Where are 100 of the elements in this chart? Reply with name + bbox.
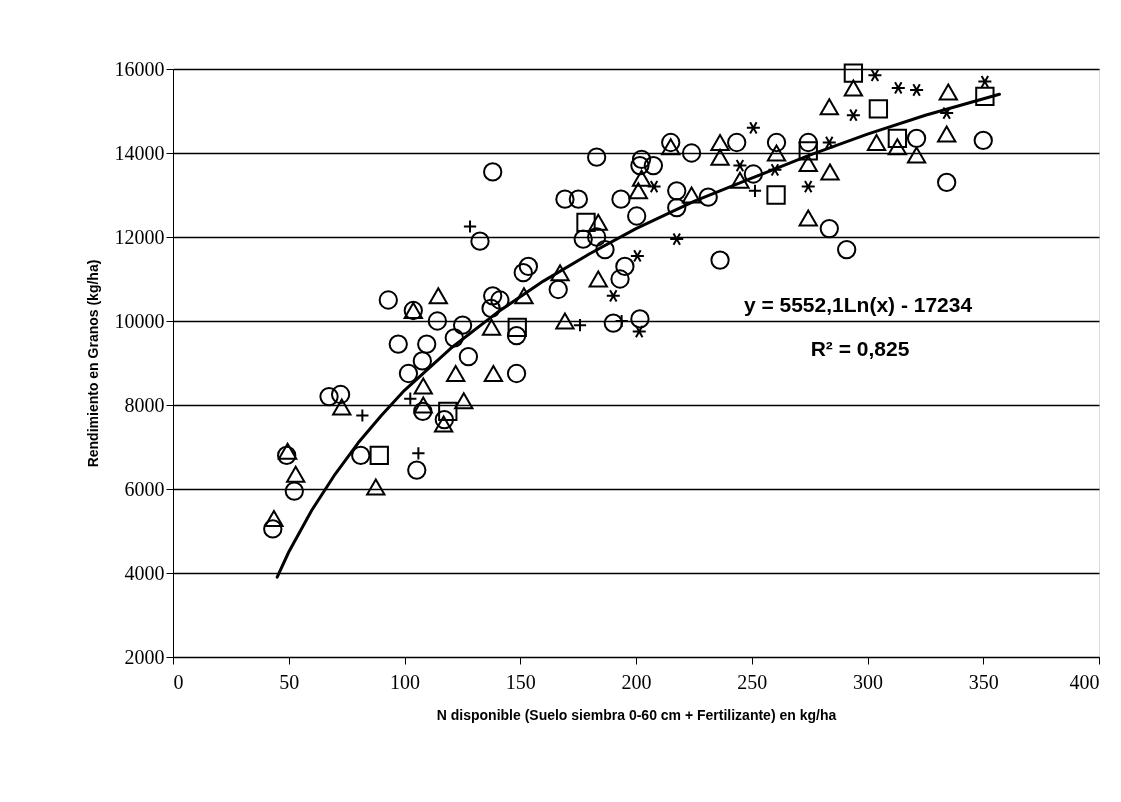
point	[661, 132, 681, 153]
point	[867, 68, 883, 82]
point	[366, 478, 386, 496]
point	[438, 401, 458, 421]
point	[428, 287, 448, 305]
point	[286, 465, 306, 483]
point	[798, 132, 818, 153]
point	[284, 481, 304, 501]
point	[698, 187, 718, 207]
point	[766, 144, 787, 162]
point	[906, 128, 927, 148]
point	[798, 141, 818, 161]
point	[413, 401, 433, 421]
point	[906, 146, 927, 164]
point	[403, 391, 418, 406]
point	[710, 250, 730, 270]
point	[330, 384, 351, 405]
point	[631, 169, 652, 187]
y-tick-label: 14000	[114, 141, 165, 164]
point	[573, 229, 593, 249]
point	[550, 264, 570, 282]
point	[630, 309, 650, 329]
point	[369, 445, 389, 466]
y-tick-label: 4000	[124, 561, 165, 584]
point	[819, 98, 839, 116]
point	[732, 158, 748, 173]
point	[481, 298, 501, 319]
point	[819, 218, 839, 239]
point	[555, 312, 575, 330]
y-tick-label: 16000	[114, 57, 165, 80]
point	[507, 317, 527, 337]
y-tick-label: 8000	[124, 393, 165, 416]
point	[681, 143, 702, 163]
point	[627, 206, 647, 226]
y-axis-title: Rendimiento en Granos (kg/ha)	[84, 259, 101, 468]
point	[355, 408, 370, 423]
point	[407, 460, 427, 480]
point	[576, 212, 596, 232]
y-tick-label: 6000	[124, 477, 165, 500]
point	[937, 172, 957, 193]
point	[710, 134, 730, 151]
point	[481, 318, 502, 336]
point	[586, 147, 607, 167]
point	[747, 183, 763, 198]
point	[603, 313, 623, 333]
point	[821, 135, 837, 150]
point	[800, 179, 816, 194]
point	[611, 189, 631, 209]
point	[667, 181, 687, 201]
point	[681, 186, 702, 204]
x-tick-label: 300	[853, 670, 883, 693]
point	[506, 363, 527, 384]
annotation: R² = 0,825	[810, 337, 910, 360]
x-tick-label: 350	[968, 670, 999, 693]
point	[820, 163, 840, 181]
x-tick-label: 0	[173, 670, 184, 693]
point	[417, 334, 437, 354]
point	[631, 149, 652, 169]
point	[610, 269, 630, 289]
point	[413, 377, 433, 395]
point	[631, 324, 647, 339]
point	[483, 365, 504, 382]
point	[605, 289, 621, 303]
point	[319, 386, 339, 407]
x-tick-label: 100	[390, 670, 420, 693]
point	[514, 287, 534, 305]
point	[446, 365, 466, 382]
point	[615, 256, 635, 277]
point	[909, 83, 925, 97]
point	[412, 351, 432, 371]
point	[506, 326, 527, 346]
point	[572, 318, 588, 333]
point	[743, 164, 764, 184]
point	[843, 79, 864, 97]
point	[263, 519, 283, 539]
point	[977, 74, 993, 89]
point	[669, 232, 685, 246]
point	[595, 239, 615, 260]
point	[568, 189, 589, 209]
point	[454, 392, 474, 410]
x-tick-label: 150	[505, 670, 536, 693]
x-tick-label: 400	[1069, 670, 1100, 693]
point	[866, 134, 887, 151]
point	[629, 249, 645, 263]
point	[887, 128, 908, 148]
point	[413, 396, 433, 414]
point	[351, 445, 371, 466]
point	[837, 239, 857, 260]
point	[398, 363, 419, 384]
point	[798, 209, 818, 227]
point	[264, 509, 284, 527]
point	[667, 197, 687, 218]
point	[798, 155, 818, 172]
point	[458, 347, 479, 367]
point	[483, 162, 503, 182]
x-tick-label: 200	[621, 670, 652, 693]
point	[411, 446, 426, 461]
point	[586, 227, 607, 247]
point	[745, 121, 761, 135]
point	[766, 132, 787, 153]
